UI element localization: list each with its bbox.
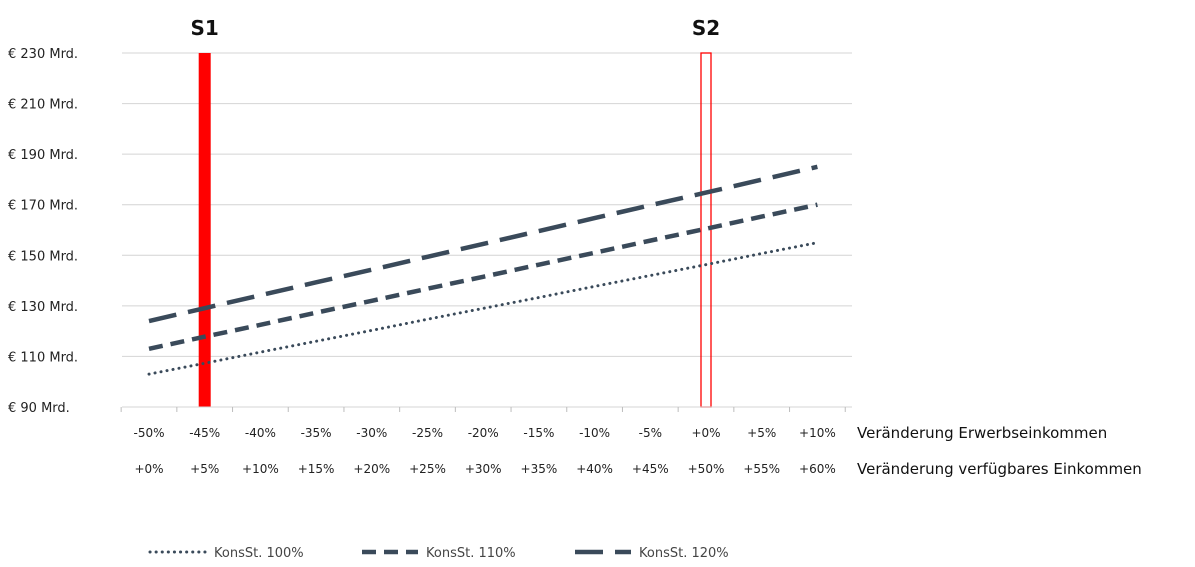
y-tick-label: € 130 Mrd.	[8, 300, 78, 315]
y-tick-label: € 170 Mrd.	[8, 199, 78, 214]
series-lines	[147, 164, 819, 376]
marker-s2-label: S2	[692, 16, 720, 40]
x-tick-label: +15%	[298, 462, 335, 476]
y-tick-label: € 150 Mrd.	[8, 249, 78, 264]
x-tick-label: -20%	[468, 426, 499, 440]
legend-label: KonsSt. 120%	[639, 546, 729, 561]
x-tick-label: -25%	[412, 426, 443, 440]
x-tick-label: +10%	[242, 462, 279, 476]
marker-s1-label: S1	[191, 16, 219, 40]
y-tick-label: € 230 Mrd.	[8, 47, 78, 62]
x-tick-label: +30%	[465, 462, 502, 476]
x-tick-label: +45%	[632, 462, 669, 476]
y-axis-ticks: € 90 Mrd. € 110 Mrd. € 130 Mrd. € 150 Mrd. €…	[8, 47, 78, 416]
series-line-1	[147, 241, 819, 376]
legend-label: KonsSt. 110%	[426, 546, 516, 561]
x-tick-label: +55%	[743, 462, 780, 476]
x-tick-label: -15%	[523, 426, 554, 440]
legend: KonsSt. 100% KonsSt. 110% KonsSt. 120%	[148, 546, 729, 561]
x-axis-title-2: Veränderung verfügbares Einkommen	[857, 460, 1142, 478]
series-line-3	[148, 164, 818, 324]
x-axis-title-1: Veränderung Erwerbseinkommen	[857, 424, 1107, 442]
x-tick-label: +35%	[521, 462, 558, 476]
gridlines	[122, 52, 852, 408]
x-tick-label: +20%	[353, 462, 390, 476]
x-tick-label: -45%	[189, 426, 220, 440]
y-tick-label: € 190 Mrd.	[8, 148, 78, 163]
marker-s1-bar	[198, 53, 211, 407]
x-tick-label: +10%	[799, 426, 836, 440]
x-tick-label: -50%	[133, 426, 164, 440]
x-tick-label: +25%	[409, 462, 446, 476]
x-tick-label: +0%	[691, 426, 720, 440]
legend-label: KonsSt. 100%	[214, 546, 304, 561]
y-tick-label: € 110 Mrd.	[8, 350, 78, 365]
x-tick-label: +50%	[688, 462, 725, 476]
x-tick-label: -40%	[245, 426, 276, 440]
x-axis: -50% -45% -40% -35% -30% -25% -20% -15% -10% -5% +…	[120, 406, 1142, 478]
series-line-2	[148, 202, 818, 352]
x-tick-label: +5%	[747, 426, 776, 440]
x-tick-label: +0%	[134, 462, 163, 476]
y-tick-label: € 90 Mrd.	[8, 401, 70, 416]
x-tick-label: -5%	[639, 426, 662, 440]
x-tick-label: +5%	[190, 462, 219, 476]
x-tick-label: +40%	[576, 462, 613, 476]
y-tick-label: € 210 Mrd.	[8, 98, 78, 113]
scenario-markers: S1 S2	[191, 16, 720, 408]
x-tick-label: -35%	[301, 426, 332, 440]
x-tick-label: +60%	[799, 462, 836, 476]
x-tick-label: -10%	[579, 426, 610, 440]
x-tick-label: -30%	[356, 426, 387, 440]
